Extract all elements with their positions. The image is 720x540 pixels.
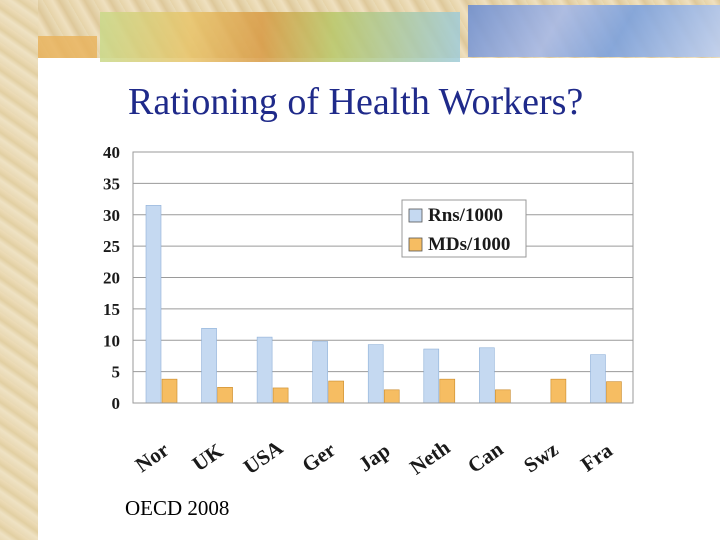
x-tick-label-uk: UK	[188, 438, 228, 476]
bar-mds-neth	[439, 378, 456, 404]
bar-rns-uk	[201, 328, 217, 404]
decorative-left-border	[0, 0, 38, 540]
source-note: OECD 2008	[125, 496, 230, 520]
y-tick-label: 20	[103, 269, 120, 288]
bar-mds-swz	[550, 378, 567, 404]
plot-frame	[132, 151, 634, 404]
y-tick-label: 15	[103, 300, 120, 319]
x-tick-label-nor: Nor	[131, 437, 173, 477]
x-tick-label-usa: USA	[239, 435, 288, 479]
legend-swatch-mds	[408, 237, 423, 252]
decorative-leaf-image	[100, 12, 460, 62]
bar-rns-ger	[312, 341, 328, 404]
bar-mds-jap	[383, 389, 400, 404]
y-tick-label: 25	[103, 237, 120, 256]
y-tick-label: 30	[103, 206, 120, 225]
legend-label-rns: Rns/1000	[428, 205, 503, 226]
bar-rns-jap	[367, 344, 384, 404]
y-tick-label: 5	[112, 363, 121, 382]
bar-rns-nor	[145, 205, 162, 404]
bar-mds-uk	[217, 387, 233, 404]
bar-rns-can	[479, 347, 495, 404]
slide-title: Rationing of Health Workers?	[128, 81, 584, 123]
x-tick-label-neth: Neth	[405, 435, 454, 480]
y-tick-label: 35	[103, 174, 120, 193]
y-tick-label: 10	[103, 331, 120, 350]
bar-mds-nor	[161, 378, 178, 404]
legend-box	[401, 199, 527, 258]
y-tick-label: 40	[103, 143, 120, 162]
chart-legend: Rns/1000 MDs/1000	[401, 199, 527, 258]
x-tick-label-fra: Fra	[576, 438, 617, 477]
decorative-flower-image	[468, 5, 720, 57]
x-tick-label-can: Can	[463, 437, 508, 478]
bar-mds-can	[495, 389, 511, 404]
chart-bars	[145, 205, 622, 404]
bar-mds-fra	[606, 381, 622, 404]
x-tick-label-swz: Swz	[519, 437, 562, 477]
bar-mds-ger	[328, 380, 344, 404]
bar-rns-neth	[423, 348, 440, 404]
y-axis-labels: 0 5 10 15 20 25 30 35 40	[103, 143, 120, 413]
bar-rns-fra	[590, 354, 606, 404]
x-axis-labels: Nor UK USA Ger Jap Neth Can Swz Fra	[131, 435, 617, 480]
decorative-orange-block	[25, 36, 97, 58]
legend-swatch-rns	[408, 208, 423, 223]
x-tick-label-jap: Jap	[354, 438, 395, 476]
bar-mds-usa	[272, 387, 289, 404]
bar-rns-usa	[256, 336, 273, 404]
y-tick-label: 0	[112, 394, 121, 413]
legend-label-mds: MDs/1000	[428, 234, 510, 255]
x-tick-label-ger: Ger	[297, 437, 339, 477]
